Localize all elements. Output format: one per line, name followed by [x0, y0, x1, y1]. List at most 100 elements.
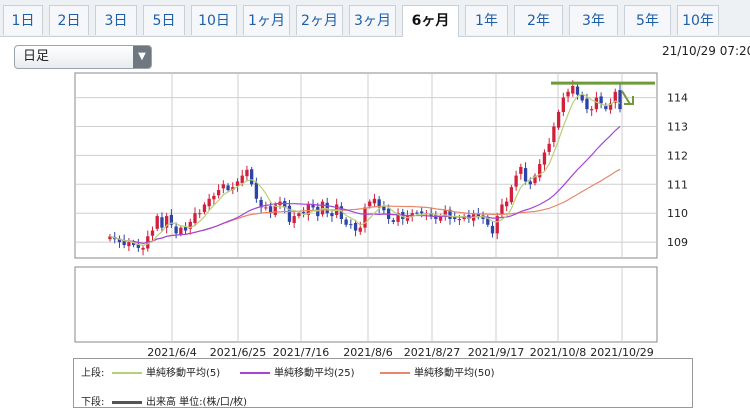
tab-3[interactable]: 3日: [95, 5, 137, 35]
x-tick-label: 2021/9/17: [468, 346, 524, 359]
candle-body: [486, 217, 490, 225]
candle-body: [174, 226, 178, 234]
candle-body: [250, 169, 254, 185]
sma5-line: [109, 93, 621, 247]
tab-5[interactable]: 10日: [191, 5, 237, 35]
candle-body: [363, 207, 367, 228]
candle-body: [202, 204, 207, 213]
legend-upper-label: 上段:: [81, 368, 105, 379]
candle-body: [127, 242, 131, 247]
candle-body: [297, 213, 301, 217]
candle-body: [514, 175, 518, 187]
candle-body: [254, 182, 259, 199]
chart-legend: 上段: 単純移動平均(5) 単純移動平均(25) 単純移動平均(50) 下段: …: [73, 358, 693, 408]
sma25-line: [109, 126, 621, 244]
candle-body: [438, 216, 443, 221]
candle-body: [443, 210, 447, 217]
candle-body: [240, 175, 244, 184]
candle-body: [188, 221, 192, 229]
candle-body: [382, 206, 386, 211]
tab-11[interactable]: 2年: [514, 5, 563, 35]
legend-sma25: 単純移動平均(25): [240, 364, 355, 379]
candle-body: [415, 212, 419, 214]
tab-2[interactable]: 2日: [49, 5, 89, 35]
tab-12[interactable]: 3年: [569, 5, 618, 35]
dropdown-arrow-icon[interactable]: ▼: [133, 46, 151, 68]
candle-body: [453, 217, 457, 219]
candle-body: [377, 199, 381, 208]
candle-body: [216, 190, 221, 196]
volume-plot-frame: [74, 266, 658, 343]
candle-body: [353, 223, 358, 231]
candle-body: [264, 207, 268, 209]
candle-body: [344, 219, 348, 225]
y-tick-label: 110: [667, 207, 688, 220]
candle-body: [372, 198, 377, 204]
sma25-swatch: [240, 372, 270, 374]
x-tick-label: 2021/8/6: [343, 346, 392, 359]
candle-body: [198, 213, 202, 215]
tab-14[interactable]: 10年: [677, 5, 719, 35]
candle-body: [245, 169, 249, 177]
candle-body: [306, 204, 310, 215]
candle-body: [226, 185, 230, 191]
candle-body: [268, 206, 273, 214]
tab-1[interactable]: 1日: [3, 5, 43, 35]
candle-body: [283, 201, 287, 208]
candle-body: [292, 216, 296, 224]
candle-interval-value: 日足: [23, 49, 50, 64]
tab-8[interactable]: 3ヶ月: [349, 5, 396, 35]
candle-body: [613, 91, 617, 103]
candle-body: [420, 211, 424, 214]
y-tick-label: 109: [667, 236, 688, 249]
candle-body: [580, 94, 584, 101]
candle-body: [523, 168, 528, 182]
candle-body: [599, 96, 603, 104]
candle-body: [339, 206, 344, 219]
candle-body: [221, 184, 225, 189]
tab-7[interactable]: 2ヶ月: [296, 5, 343, 35]
tab-10[interactable]: 1年: [465, 5, 508, 35]
candle-body: [122, 240, 126, 245]
candle-body: [604, 105, 608, 110]
candle-body: [169, 214, 174, 225]
legend-lower-label: 下段:: [81, 397, 105, 408]
candle-body: [547, 143, 551, 152]
quote-datetime: 21/10/29 07:20: [662, 44, 750, 58]
candle-body: [108, 236, 112, 240]
candle-body: [141, 247, 145, 250]
candle-interval-select[interactable]: 日足 ▼: [14, 45, 152, 69]
y-tick-label: 111: [667, 178, 688, 191]
candle-body: [476, 213, 480, 217]
tab-13[interactable]: 5年: [624, 5, 671, 35]
x-tick-label: 2021/10/8: [530, 346, 586, 359]
candle-body: [566, 91, 570, 97]
candle-body: [561, 97, 565, 113]
candle-body: [500, 204, 504, 215]
tab-4[interactable]: 5日: [143, 5, 185, 35]
candle-body: [150, 230, 155, 236]
x-tick-label: 2021/7/16: [273, 346, 329, 359]
candle-body: [136, 243, 140, 248]
candle-body: [457, 218, 462, 221]
down-arrow-icon: [621, 90, 634, 105]
tab-6[interactable]: 1ヶ月: [243, 5, 290, 35]
candle-body: [311, 205, 315, 208]
candle-body: [231, 187, 235, 191]
tab-9[interactable]: 6ヶ月: [402, 5, 459, 37]
x-tick-label: 2021/8/27: [404, 346, 460, 359]
legend-volume: 出来高 単位:(株/口/枚): [112, 393, 247, 408]
candle-body: [287, 205, 292, 222]
x-tick-label: 2021/6/4: [147, 346, 196, 359]
candle-body: [160, 217, 164, 228]
y-tick-label: 112: [667, 149, 688, 162]
candle-body: [179, 227, 183, 235]
candle-body: [590, 109, 594, 111]
sma5-swatch: [112, 372, 142, 374]
candle-body: [273, 204, 277, 215]
y-tick-label: 113: [667, 120, 688, 133]
candle-body: [155, 216, 159, 229]
candle-body: [301, 212, 306, 214]
candle-body: [391, 220, 395, 222]
